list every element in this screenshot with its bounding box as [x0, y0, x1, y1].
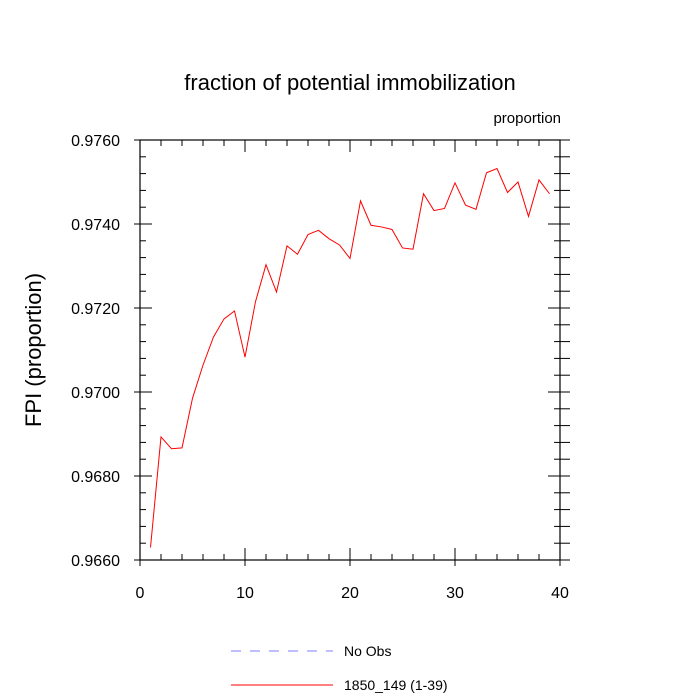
y-tick-label: 0.9660: [71, 553, 120, 570]
chart-title: fraction of potential immobilization: [184, 70, 515, 95]
y-tick-label: 0.9740: [71, 217, 120, 234]
x-tick-label: 0: [136, 585, 145, 602]
plot-frame: [139, 139, 561, 561]
y-tick-label: 0.9760: [71, 133, 120, 150]
x-tick-label: 40: [551, 585, 569, 602]
legend: No Obs 1850_149 (1-39): [231, 643, 448, 693]
x-tick-label: 20: [341, 585, 359, 602]
y-tick-label: 0.9700: [71, 385, 120, 402]
y-tick-label: 0.9680: [71, 469, 120, 486]
x-tick-label: 10: [236, 585, 254, 602]
series-line-1: [150, 167, 550, 548]
axis-ticks: 0 10 20 30 40 0.9660 0.9680 0.9700 0.9720 0.9740 0…: [71, 133, 570, 602]
series-layer: [150, 167, 550, 548]
legend-label-1: 1850_149 (1-39): [344, 677, 448, 693]
y-axis-label: FPI (proportion): [21, 273, 46, 427]
legend-label-0: No Obs: [344, 643, 391, 659]
units-label: proportion: [493, 110, 561, 127]
y-tick-label: 0.9720: [71, 301, 120, 318]
x-tick-label: 30: [446, 585, 464, 602]
